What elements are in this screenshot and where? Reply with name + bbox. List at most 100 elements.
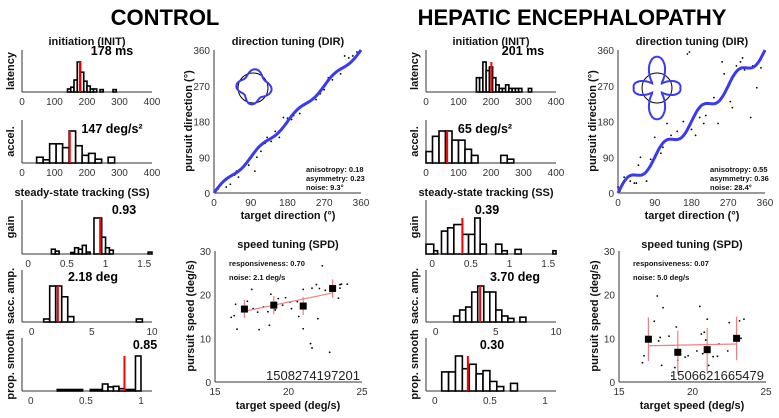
stat-label: responsiveness: 0.70 [229, 259, 305, 268]
x-tick-label: 1 [103, 259, 109, 270]
histogram-bar [42, 159, 51, 164]
fit-line [244, 292, 333, 312]
histogram-bar [446, 227, 455, 255]
x-tick-label: 20 [283, 387, 295, 398]
y-axis-label: gain [5, 215, 17, 238]
accel-chart: 0 100 200 300 400 accel. 147 deg/s² [5, 120, 161, 179]
y-axis-label: accel. [5, 126, 17, 157]
dir-chart: 00 90 90 180 180 270 270 360 360 direction tuning… [587, 36, 774, 222]
value-label: 2.18 deg [68, 270, 118, 284]
x-tick-label: 0 [423, 168, 429, 179]
data-point [255, 156, 258, 159]
data-point [311, 347, 313, 349]
spd-chart: 15 20 25 0 10 20 30 speed tuning (SPD) target sp… [589, 239, 772, 412]
data-point [743, 318, 745, 321]
histogram-bar [457, 139, 466, 164]
y-tick-label: 30 [200, 247, 212, 258]
data-point [260, 150, 262, 153]
x-tick-label: 180 [279, 198, 296, 209]
data-point [688, 51, 691, 53]
accel-chart: 0 100 200 300 400 accel. 65 deg/s² [409, 120, 565, 179]
histogram-bar [48, 285, 57, 323]
data-point [731, 106, 734, 109]
histogram-bar [467, 233, 476, 255]
value-label: 147 deg/s² [81, 122, 142, 136]
mean-marker [703, 346, 711, 354]
histogram-bar [123, 388, 137, 392]
histogram-bar [56, 388, 84, 392]
y-tick-label: 20 [604, 291, 616, 302]
y-tick-label: 0 [608, 189, 614, 200]
histogram-bar [494, 243, 503, 255]
data-point [302, 327, 305, 330]
stat-label: noise: 5.0 deg/s [633, 273, 689, 282]
data-point [267, 310, 269, 313]
value-label: 0.39 [475, 203, 499, 217]
histogram-bar [509, 382, 519, 392]
data-point [318, 287, 321, 290]
data-point [706, 318, 709, 321]
histogram-bar [432, 249, 439, 255]
data-point [641, 361, 644, 364]
data-point [250, 288, 253, 291]
x-tick-label: 300 [515, 168, 532, 179]
recording-id: 1506621665479 [670, 368, 764, 383]
y-tick-label: 360 [193, 46, 210, 57]
histogram-bar [92, 88, 98, 93]
data-point [671, 374, 673, 377]
y-tick-label: 10 [604, 334, 616, 345]
data-point [704, 339, 707, 341]
histogram-bar [425, 150, 434, 164]
histogram-bar [475, 373, 484, 392]
data-point [645, 180, 648, 182]
histogram-bar [470, 291, 479, 323]
data-point [704, 114, 707, 117]
x-tick-label: 100 [450, 97, 467, 108]
x-tick-label: 25 [760, 387, 772, 398]
data-point [290, 118, 293, 121]
histogram-bar [85, 251, 91, 255]
histogram-bar [93, 217, 103, 255]
x-tick-label: 0 [615, 198, 621, 209]
data-point [340, 283, 343, 286]
y-axis-label: latency [5, 51, 17, 90]
histogram-bar [431, 135, 440, 164]
data-point [225, 186, 228, 188]
chart-title: direction tuning (DIR) [232, 36, 345, 48]
x-tick-label: 15 [613, 387, 625, 398]
data-point [657, 340, 660, 342]
mean-marker [270, 301, 278, 309]
histogram-bar [464, 148, 473, 164]
data-point [635, 182, 638, 184]
data-point [723, 72, 726, 75]
y-axis-label: pursuit direction (°) [587, 70, 599, 172]
y-tick-label: 360 [597, 46, 614, 57]
x-tick-label: 0 [25, 259, 31, 270]
data-point [739, 61, 742, 63]
data-point [673, 366, 676, 369]
data-point [324, 289, 327, 292]
y-axis-label: gain [409, 215, 421, 238]
histogram-bar [108, 249, 115, 255]
data-point [682, 120, 685, 123]
prop-chart: 0 0.5 1 prop. smooth 0.30 [409, 329, 556, 407]
data-point [277, 297, 280, 300]
y-axis-label: pursuit speed (deg/s) [589, 260, 601, 372]
x-tick-label: 400 [144, 168, 161, 179]
mean-marker [299, 302, 307, 310]
y-axis-label: accel. [409, 126, 421, 157]
histogram-bar [488, 291, 497, 323]
x-tick-label: 0.5 [483, 396, 497, 407]
data-point [315, 283, 318, 286]
histogram-bar [468, 363, 477, 392]
data-point [698, 116, 701, 119]
data-point [741, 57, 744, 59]
data-point [738, 319, 741, 322]
data-point [229, 183, 232, 186]
histogram-bar [99, 88, 105, 93]
data-point [258, 328, 260, 331]
data-point [716, 355, 719, 358]
data-point [743, 68, 746, 71]
data-point [328, 351, 331, 354]
